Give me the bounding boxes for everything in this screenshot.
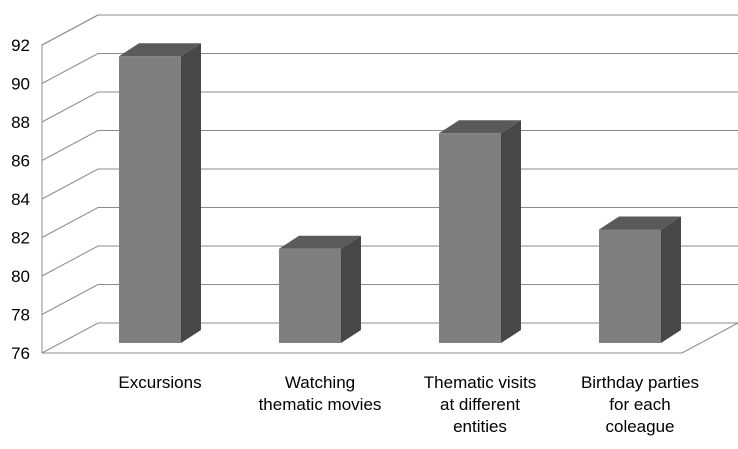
gridline bbox=[41, 91, 738, 123]
bar-front bbox=[279, 248, 341, 343]
bar bbox=[439, 120, 521, 343]
gridline bbox=[41, 245, 738, 277]
bar bbox=[279, 235, 361, 343]
x-category-label: Thematic visits at different entities bbox=[423, 373, 537, 436]
gridline bbox=[41, 53, 738, 84]
bar-side bbox=[501, 120, 521, 343]
bar-side bbox=[341, 235, 361, 343]
bar-front bbox=[119, 56, 181, 343]
bar-top bbox=[439, 120, 521, 134]
gridline bbox=[41, 207, 738, 238]
gridline bbox=[41, 284, 738, 315]
x-category-label: Watching thematic movies bbox=[258, 373, 382, 414]
y-tick-label: 92 bbox=[11, 36, 30, 55]
y-tick-label: 88 bbox=[11, 113, 30, 132]
bar bbox=[119, 43, 201, 343]
y-tick-label: 76 bbox=[11, 344, 30, 363]
bar-top bbox=[119, 43, 201, 57]
bar-top bbox=[599, 216, 681, 230]
x-category-label: Excursions bbox=[118, 373, 202, 392]
gridlines bbox=[41, 14, 738, 315]
y-tick-label: 84 bbox=[11, 190, 30, 209]
gridline bbox=[41, 130, 738, 161]
y-tick-label: 86 bbox=[11, 152, 30, 171]
bar-front bbox=[599, 229, 661, 343]
y-tick-label: 78 bbox=[11, 306, 30, 325]
bar-side bbox=[181, 43, 201, 343]
x-category-label: Birthday parties for each coleague bbox=[580, 373, 700, 436]
bar-side bbox=[661, 216, 681, 343]
y-tick-label: 90 bbox=[11, 75, 30, 94]
floor bbox=[41, 322, 738, 354]
gridline bbox=[41, 168, 738, 200]
y-axis-ticks: 76 78 80 82 84 86 88 90 92 bbox=[11, 36, 30, 363]
y-tick-label: 80 bbox=[11, 267, 30, 286]
bars bbox=[119, 43, 681, 343]
bar-top bbox=[279, 235, 361, 249]
bar bbox=[599, 216, 681, 343]
gridline bbox=[41, 14, 738, 46]
bar-front bbox=[439, 133, 501, 343]
y-tick-label: 82 bbox=[11, 229, 30, 248]
